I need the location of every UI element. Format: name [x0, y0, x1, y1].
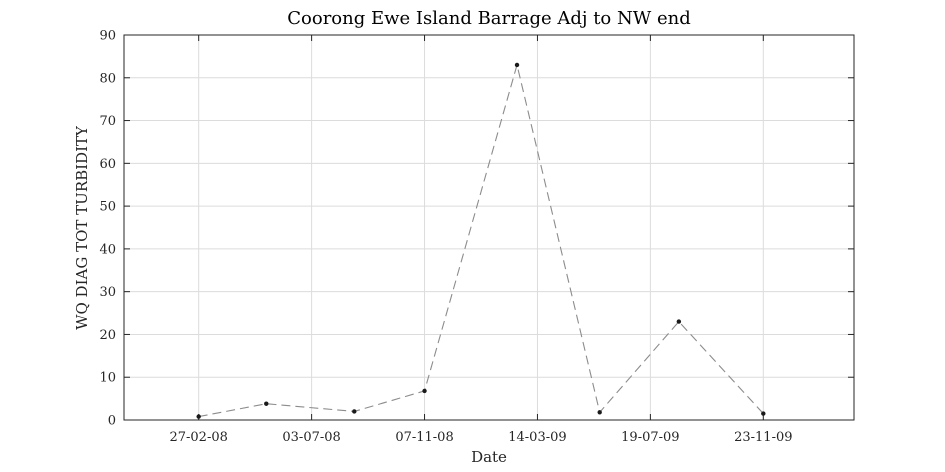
chart-title: Coorong Ewe Island Barrage Adj to NW end: [287, 8, 690, 29]
y-tick-label: 90: [99, 29, 116, 44]
y-tick-label: 30: [99, 285, 116, 300]
y-tick-label: 50: [99, 200, 116, 215]
x-axis-label: Date: [471, 448, 507, 466]
y-tick-label: 20: [99, 328, 116, 343]
data-point: [352, 409, 357, 414]
y-axis-label: WQ DIAG TOT TURBIDITY: [73, 125, 91, 330]
x-tick-label: 23-11-09: [734, 430, 792, 445]
series-layer: [196, 62, 766, 419]
grid: [124, 34, 854, 421]
x-tick-label: 07-11-08: [395, 430, 453, 445]
data-point: [264, 401, 269, 406]
y-tick-label: 10: [99, 371, 116, 386]
y-tick-label: 60: [99, 157, 116, 172]
y-tick-label: 0: [108, 414, 116, 429]
y-tick-label: 70: [99, 114, 116, 129]
y-tick-label: 40: [99, 242, 116, 257]
tick-labels: 0 10 20 30 40 50 60 70 80 90 27-02-08 03-07-08 07-11…: [99, 29, 792, 446]
x-tick-label: 19-07-09: [621, 430, 679, 445]
data-point: [676, 319, 682, 324]
series-line: [198, 62, 764, 418]
data-point: [761, 411, 766, 416]
x-tick-label: 27-02-08: [169, 430, 227, 445]
x-tick-label: 14-03-09: [508, 430, 566, 445]
data-point: [196, 414, 201, 419]
x-tick-label: 03-07-08: [282, 430, 340, 445]
axis-ticks: [124, 34, 854, 421]
y-tick-label: 80: [99, 71, 116, 86]
plot-frame: [123, 34, 855, 421]
data-point: [514, 62, 520, 68]
data-point: [422, 388, 427, 394]
data-point: [597, 410, 602, 415]
